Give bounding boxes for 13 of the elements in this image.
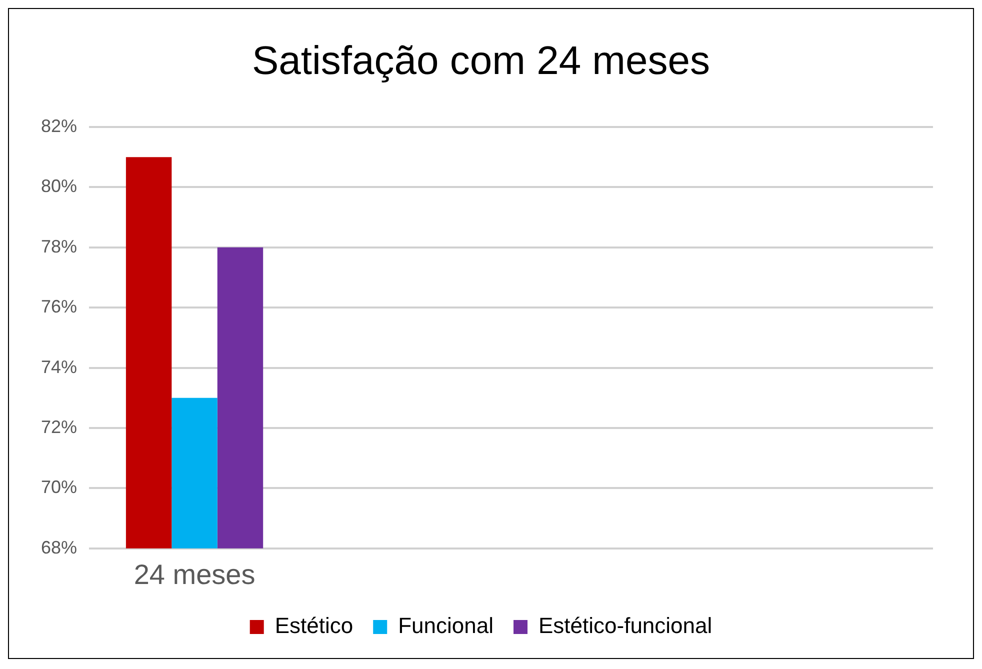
chart-title: Satisfação com 24 meses — [252, 39, 710, 84]
y-tick-label: 68% — [40, 537, 78, 558]
x-tick-label: 24 meses — [134, 558, 256, 590]
y-tick-label: 76% — [40, 296, 78, 317]
legend-label: Estético — [274, 613, 354, 638]
y-tick-label: 82% — [40, 116, 78, 136]
legend-label: Funcional — [398, 613, 494, 638]
y-tick-label: 78% — [40, 236, 78, 256]
y-tick-label: 70% — [40, 477, 78, 498]
y-tick-label: 74% — [40, 356, 78, 377]
y-tick-label: 72% — [40, 416, 78, 437]
legend-label: Estético-funcional — [538, 613, 712, 638]
y-tick-label: 80% — [40, 176, 78, 196]
